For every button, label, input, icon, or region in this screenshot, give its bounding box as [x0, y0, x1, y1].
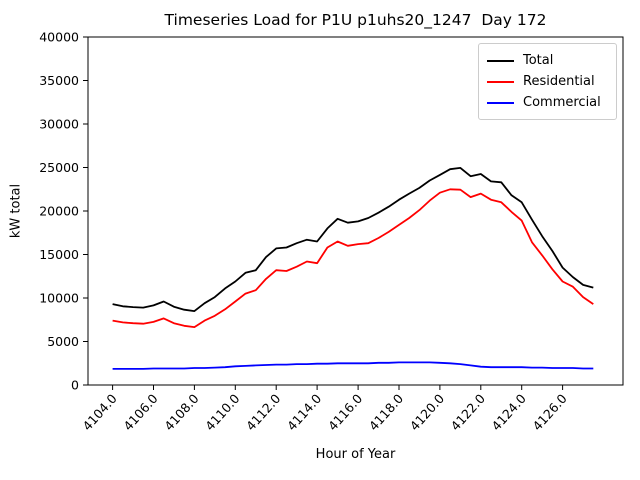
legend-row-commercial: Commercial	[487, 92, 608, 113]
legend-label-residential: Residential	[523, 74, 595, 89]
chart-title: Timeseries Load for P1U p1uhs20_1247 Day…	[164, 11, 547, 29]
legend-line-residential	[487, 80, 514, 83]
x-tick-label: 4116.0	[325, 391, 365, 434]
x-tick-label: 4122.0	[448, 391, 488, 434]
legend-row-residential: Residential	[487, 71, 608, 92]
legend-label-total: Total	[523, 53, 554, 68]
x-tick-label: 4110.0	[202, 391, 242, 434]
y-tick-label: 25000	[39, 160, 79, 175]
y-tick-label: 20000	[39, 204, 79, 219]
y-tick-label: 35000	[39, 73, 79, 88]
y-tick-label: 40000	[39, 30, 79, 45]
legend-row-total: Total	[487, 50, 608, 71]
x-tick-label: 4106.0	[120, 391, 160, 434]
x-tick-label: 4104.0	[79, 391, 119, 434]
x-tick-label: 4112.0	[243, 391, 283, 434]
legend: Total Residential Commercial	[478, 43, 617, 120]
y-tick-label: 10000	[39, 291, 79, 306]
y-tick-label: 15000	[39, 247, 79, 262]
series-line-total	[112, 166, 594, 313]
legend-line-total	[487, 59, 514, 62]
x-tick-label: 4126.0	[529, 391, 569, 434]
x-axis-label: Hour of Year	[315, 447, 396, 462]
x-tick-label: 4118.0	[366, 391, 406, 434]
x-tick-label: 4120.0	[407, 391, 447, 434]
x-tick-label: 4108.0	[161, 391, 201, 434]
y-tick-label: 5000	[47, 334, 79, 349]
legend-label-commercial: Commercial	[523, 95, 601, 110]
y-tick-label: 0	[71, 378, 79, 393]
legend-line-commercial	[487, 101, 514, 104]
y-tick-label: 30000	[39, 117, 79, 132]
x-tick-label: 4124.0	[489, 391, 529, 434]
series-line-commercial	[112, 361, 594, 370]
axes-frame	[87, 36, 624, 386]
series-line-residential	[112, 188, 594, 329]
x-tick-label: 4114.0	[284, 391, 324, 434]
